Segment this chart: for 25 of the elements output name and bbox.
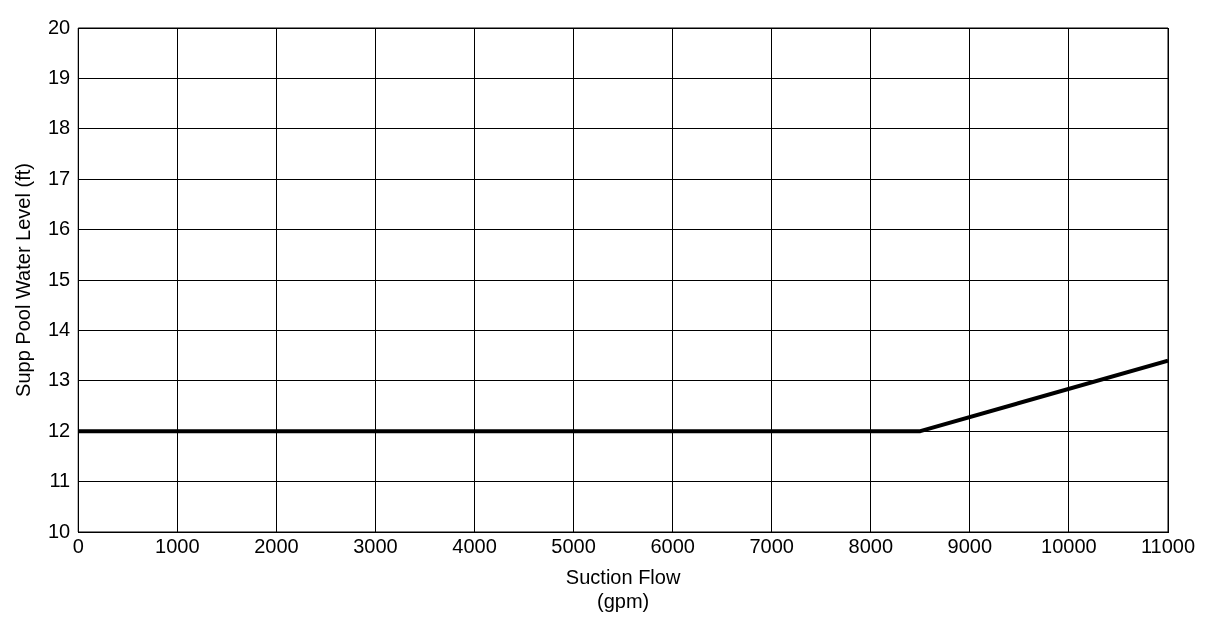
x-tick-label: 3000 (353, 534, 398, 557)
y-axis-title: Supp Pool Water Level (ft) (11, 163, 34, 397)
y-tick-label: 19 (48, 65, 71, 88)
x-tick-label: 8000 (848, 534, 894, 557)
x-tick-label: 10000 (1041, 534, 1097, 557)
x-tick-label: 6000 (650, 534, 695, 557)
x-tick-label: 9000 (947, 534, 993, 557)
y-tick-label: 18 (48, 116, 71, 139)
x-tick-label: 5000 (551, 534, 596, 557)
x-axis-title: Suction Flow (gpm) (565, 565, 681, 612)
y-tick-label: 16 (48, 217, 71, 240)
y-tick-label: 13 (48, 368, 71, 391)
x-tick-label: 2000 (254, 534, 299, 557)
y-tick-label: 11 (49, 469, 71, 492)
x-tick-label: 0 (72, 534, 84, 557)
x-tick-label: 4000 (452, 534, 497, 557)
x-tick-label: 1000 (155, 534, 200, 557)
y-tick-label: 17 (48, 166, 71, 189)
y-tick-label: 20 (48, 15, 71, 38)
y-tick-label: 15 (48, 267, 71, 290)
x-tick-label: 11000 (1140, 534, 1196, 557)
x-tick-label: 7000 (749, 534, 794, 557)
y-tick-label: 10 (48, 519, 71, 542)
y-tick-label: 14 (48, 317, 71, 340)
y-tick-label: 12 (48, 418, 71, 441)
